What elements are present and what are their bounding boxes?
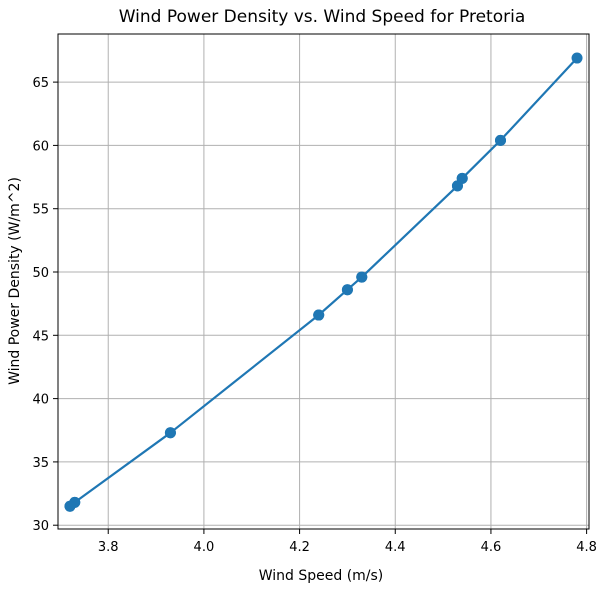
x-tick-label: 3.8: [98, 540, 119, 555]
x-tick-label: 4.0: [194, 540, 215, 555]
x-tick-label: 4.4: [385, 540, 406, 555]
x-tick-label: 4.6: [481, 540, 502, 555]
data-point: [451, 180, 463, 192]
x-tick-label: 4.8: [576, 540, 597, 555]
y-axis: 30 35 40 45 50 55 60 65: [32, 76, 58, 534]
y-tick-label: 35: [32, 456, 49, 471]
grid-lines: [58, 34, 589, 529]
plot-area: [64, 52, 583, 512]
y-tick-label: 45: [32, 329, 49, 344]
plot-frame: [57, 33, 590, 530]
data-point: [64, 500, 76, 512]
y-tick-label: 65: [32, 76, 49, 91]
data-point: [571, 52, 583, 64]
data-point: [495, 134, 506, 146]
series-line: [69, 56, 579, 508]
y-tick-label: 60: [32, 139, 49, 154]
data-point: [341, 284, 353, 296]
x-axis: 3.8 4.0 4.2 4.4 4.6 4.8: [98, 529, 597, 555]
y-tick-label: 55: [32, 203, 49, 218]
x-tick-label: 4.2: [289, 540, 310, 555]
y-tick-label: 30: [32, 519, 49, 534]
data-point: [356, 271, 368, 283]
data-point: [313, 309, 325, 321]
chart-title: Wind Power Density vs. Wind Speed for Pr…: [119, 7, 526, 27]
data-point: [164, 427, 176, 439]
y-tick-label: 50: [32, 266, 49, 281]
y-tick-label: 40: [32, 393, 49, 408]
x-axis-label: Wind Speed (m/s): [259, 568, 384, 584]
y-axis-label: Wind Power Density (W/m^2): [7, 177, 23, 385]
